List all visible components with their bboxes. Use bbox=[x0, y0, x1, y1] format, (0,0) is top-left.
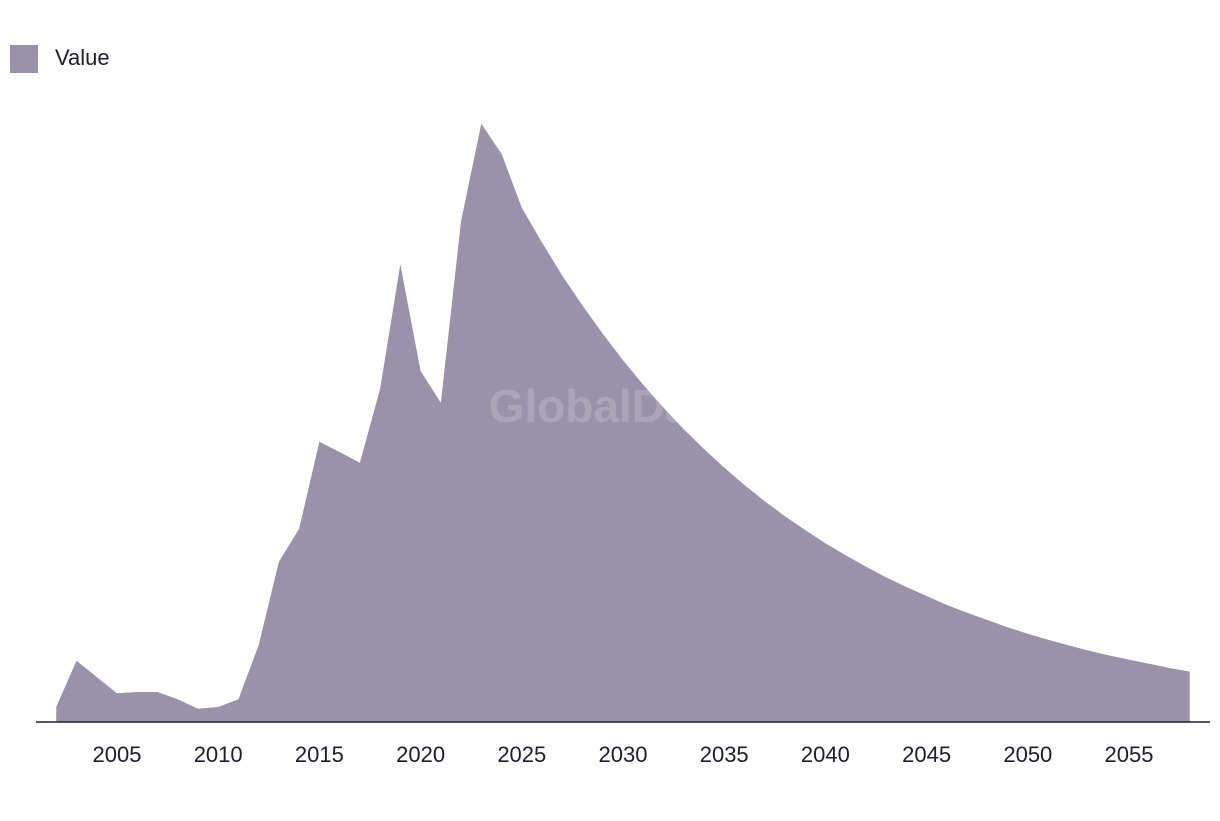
x-tick-label: 2035 bbox=[700, 742, 749, 767]
watermark: GlobalData bbox=[489, 380, 732, 432]
x-tick-label: 2040 bbox=[801, 742, 850, 767]
x-tick-label: 2020 bbox=[396, 742, 445, 767]
legend-label: Value bbox=[55, 45, 110, 70]
x-tick-label: 2015 bbox=[295, 742, 344, 767]
x-tick-label: 2025 bbox=[497, 742, 546, 767]
x-tick-label: 2050 bbox=[1003, 742, 1052, 767]
x-tick-label: 2010 bbox=[194, 742, 243, 767]
x-tick-label: 2055 bbox=[1105, 742, 1154, 767]
legend-swatch bbox=[10, 45, 38, 73]
x-tick-label: 2005 bbox=[92, 742, 141, 767]
x-tick-label: 2045 bbox=[902, 742, 951, 767]
area bbox=[56, 123, 1190, 723]
x-tick-label: 2030 bbox=[599, 742, 648, 767]
